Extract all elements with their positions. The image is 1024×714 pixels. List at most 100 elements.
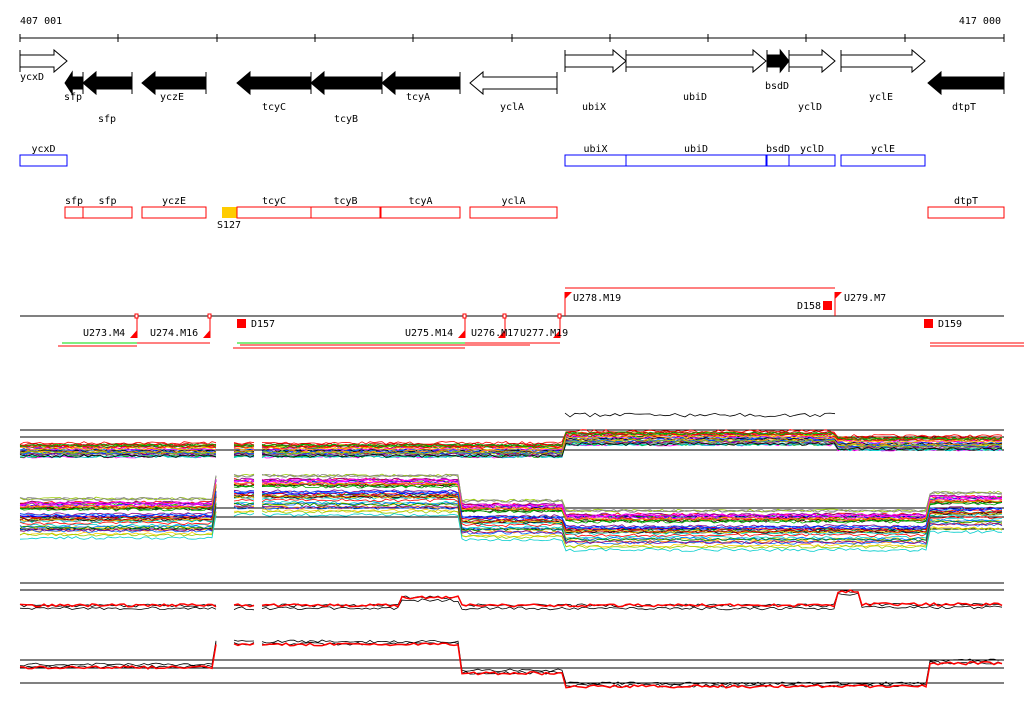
gene-arrow-shape[interactable] xyxy=(236,70,312,96)
forward-box-yclE[interactable] xyxy=(840,154,926,167)
tu-D158[interactable]: D158 xyxy=(797,301,832,312)
gene-label: bsdD xyxy=(765,81,789,92)
gene-tcyA[interactable]: tcyA xyxy=(381,70,461,103)
gene-ycxD[interactable]: ycxD xyxy=(19,48,68,83)
tu-label: U279.M7 xyxy=(844,293,886,304)
tu-terminator-flag xyxy=(130,330,137,338)
gene-arrow-shape[interactable] xyxy=(310,70,383,96)
gene-sfp[interactable]: sfp xyxy=(82,70,133,125)
profile-line xyxy=(261,438,1003,455)
tu-start-flag xyxy=(835,292,842,299)
tu-U275.M14[interactable]: U275.M14 xyxy=(405,313,467,339)
profile-line xyxy=(20,479,217,506)
profile-line xyxy=(19,493,217,519)
gene-label: tcyB xyxy=(334,114,358,125)
profile-line xyxy=(19,503,217,529)
profile-line xyxy=(233,506,255,510)
tu-D157[interactable]: D157 xyxy=(237,319,275,330)
profile-line xyxy=(261,505,1003,545)
gene-arrow-shape[interactable] xyxy=(469,70,558,96)
profile-line xyxy=(19,446,217,451)
tu-label: U275.M14 xyxy=(405,328,453,339)
ruler-end-label: 417 000 xyxy=(959,16,1001,27)
gene-arrow-shape[interactable] xyxy=(19,48,68,74)
gene-tcyB[interactable]: tcyB xyxy=(310,70,383,125)
forward-box-ycxD[interactable] xyxy=(19,154,68,167)
gene-arrow-shape[interactable] xyxy=(927,70,1005,96)
reverse-box-tcyA[interactable] xyxy=(380,206,461,219)
tu-label: U276.M17 xyxy=(471,328,519,339)
gene-yclD[interactable]: yclD xyxy=(788,48,836,113)
gene-arrow-shape[interactable] xyxy=(788,48,836,74)
tu-U277.M19[interactable]: U277.M19 xyxy=(520,313,568,339)
forward-box-label: bsdD xyxy=(766,144,790,155)
profile-line xyxy=(19,448,217,453)
profile-line xyxy=(261,641,1003,688)
tu-U273.M4[interactable]: U273.M4 xyxy=(83,313,139,339)
gene-sfp[interactable]: sfp xyxy=(64,70,84,103)
gene-arrow-shape[interactable] xyxy=(381,70,461,96)
gene-yczE[interactable]: yczE xyxy=(141,70,207,103)
tu-U274.M16[interactable]: U274.M16 xyxy=(150,313,212,339)
gene-arrow-shape[interactable] xyxy=(82,70,133,96)
profile-line xyxy=(19,491,217,517)
profile-line xyxy=(261,434,1003,451)
profile-line xyxy=(261,434,1003,451)
gene-arrow-shape[interactable] xyxy=(840,48,926,74)
profile-line xyxy=(19,603,217,608)
reverse-box-label: yczE xyxy=(162,196,186,207)
reverse-box-yclA[interactable] xyxy=(469,206,558,219)
gene-ubiD[interactable]: ubiD xyxy=(625,48,767,103)
profile-line xyxy=(233,454,255,457)
tu-marker-box xyxy=(823,301,832,310)
reverse-box-sfp[interactable] xyxy=(82,206,133,219)
gene-label: yclA xyxy=(500,102,524,113)
forward-box-yclD[interactable] xyxy=(788,154,836,167)
tu-U279.M7[interactable]: U279.M7 xyxy=(834,292,886,316)
profile-line xyxy=(19,476,217,501)
forward-box-ubiX[interactable] xyxy=(564,154,627,167)
gene-tcyC[interactable]: tcyC xyxy=(236,70,312,113)
profile-line xyxy=(261,505,1003,545)
gene-label: ubiX xyxy=(582,102,606,113)
gene-arrow-shape[interactable] xyxy=(625,48,767,74)
reverse-box-yczE[interactable] xyxy=(141,206,207,219)
profile-line xyxy=(261,592,1003,611)
profile-line xyxy=(233,639,255,642)
profile-line xyxy=(261,500,1003,540)
tu-U278.M19[interactable]: U278.M19 xyxy=(564,292,621,316)
gene-arrow-shape[interactable] xyxy=(141,70,207,96)
tu-D159[interactable]: D159 xyxy=(924,319,962,330)
profile-line xyxy=(19,490,217,517)
gene-arrow-shape[interactable] xyxy=(766,48,790,74)
reverse-box-label: tcyA xyxy=(408,196,432,207)
reverse-box-sfp[interactable] xyxy=(64,206,84,219)
reverse-box-tcyB[interactable] xyxy=(310,206,381,219)
gene-arrows-track: ycxD sfp sfp yczE tcyC tcyB tcyA yclA ubiX ubiD bs… xyxy=(19,48,1005,125)
forward-box-bsdD[interactable] xyxy=(766,154,790,167)
tu-terminator-flag xyxy=(458,330,465,338)
reverse-box-label: tcyB xyxy=(333,196,357,207)
reverse-box-tcyC[interactable] xyxy=(236,206,312,219)
gene-ubiX[interactable]: ubiX xyxy=(564,48,627,113)
tu-U276.M17[interactable]: U276.M17 xyxy=(471,313,519,339)
gene-arrow-shape[interactable] xyxy=(64,70,84,96)
gene-yclE[interactable]: yclE xyxy=(840,48,926,103)
profile-line xyxy=(261,501,1003,541)
gene-arrow-shape[interactable] xyxy=(564,48,627,74)
forward-box-ubiD[interactable] xyxy=(625,154,767,167)
profile-line xyxy=(261,494,1003,534)
profile-line xyxy=(19,441,217,445)
profile-line xyxy=(19,503,217,530)
gene-dtpT[interactable]: dtpT xyxy=(927,70,1005,113)
reverse-strand-boxes-track: S127 sfp sfp yczE tcyC tcyB tcyA yclA dtpT xyxy=(64,196,1005,231)
reverse-box-dtpT[interactable] xyxy=(927,206,1005,219)
gene-bsdD[interactable]: bsdD xyxy=(765,48,790,92)
gene-label: sfp xyxy=(64,92,82,103)
tu-start-flag xyxy=(565,292,572,299)
tu-terminator-flag xyxy=(203,330,210,338)
profile-line xyxy=(19,499,217,526)
signal-feature-box[interactable] xyxy=(222,207,237,218)
gene-yclA[interactable]: yclA xyxy=(469,70,558,113)
gene-label: yczE xyxy=(160,92,184,103)
